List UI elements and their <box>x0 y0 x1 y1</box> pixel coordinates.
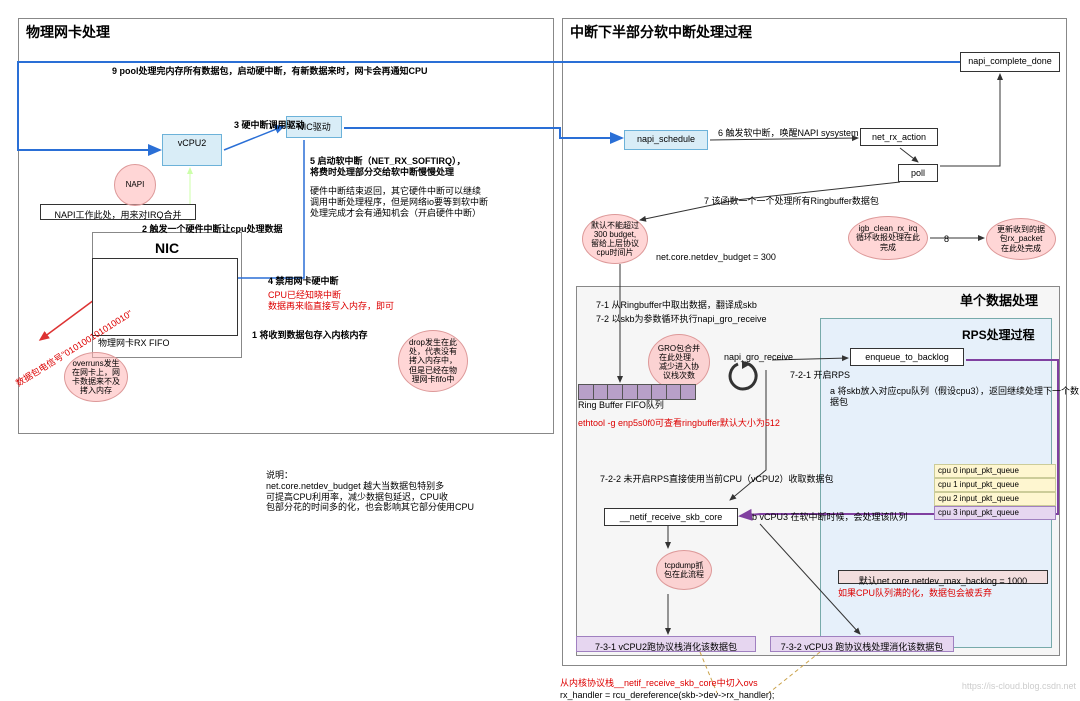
label-l722b: b vCPU3 在软中断时候，会处理该队列 <box>752 512 908 523</box>
label-ovs2: rx_handler = rcu_dereference(skb->dev->r… <box>560 690 774 701</box>
label-leth: ethtool -g enp5s0f0可查看ringbuffer默认大小为512 <box>578 418 780 429</box>
watermark: https://is-cloud.blog.csdn.net <box>962 681 1076 691</box>
title-left: 物理网卡处理 <box>26 22 110 42</box>
bubble-budget: 默认不能超过300 budget,留给上层协议cpu时间片 <box>582 214 648 264</box>
label-l72: 7-2 以skb为参数循环执行napi_gro_receive <box>596 314 767 325</box>
cpu-queue-1: cpu 1 input_pkt_queue <box>934 478 1056 492</box>
label-l722: 7-2-2 未开启RPS直接使用当前CPU（vCPU2）收取数据包 <box>600 474 834 485</box>
label-explain: 说明：net.core.netdev_budget 越大当数据包特别多可提高CP… <box>266 470 476 513</box>
title-right: 中断下半部分软中断处理过程 <box>570 22 752 42</box>
label-l71: 7-1 从Ringbuffer中取出数据，翻译成skb <box>596 300 757 311</box>
box-napiSchedule: napi_schedule <box>624 130 708 150</box>
cycle-icon <box>728 360 760 394</box>
box-v732: 7-3-2 vCPU3 跑协议栈处理消化该数据包 <box>770 636 954 652</box>
bubble-igb: igb_clean_rx_irq循环收报处理在此完成 <box>848 216 928 260</box>
bubble-drop: drop发生在此处，代表没有拷入内存中，但是已经在物理网卡fifo中 <box>398 330 468 392</box>
title-nic: NIC <box>155 240 179 256</box>
box-enqueueBacklog: enqueue_to_backlog <box>850 348 964 366</box>
ring-buffer <box>578 384 696 400</box>
label-lbacklog: 如果CPU队列满的化，数据包会被丢弃 <box>838 588 992 599</box>
cpu-queue-0: cpu 0 input_pkt_queue <box>934 464 1056 478</box>
title-single: 单个数据处理 <box>960 290 1038 309</box>
box-rxfifo: 物理网卡RX FIFO <box>98 338 210 352</box>
box-ringbufLabel: Ring Buffer FIFO队列 <box>578 400 694 414</box>
label-l8: 8 <box>944 234 949 245</box>
label-l4: 4 禁用网卡硬中断 <box>268 276 339 287</box>
bubble-overruns: overruns发生在网卡上，网卡数据来不及拷入内存 <box>64 352 128 402</box>
box-netifReceive: __netif_receive_skb_core <box>604 508 738 526</box>
bubble-tcpdump: tcpdump抓包在此流程 <box>656 550 712 590</box>
label-l2: 2 触发一个硬件中断让cpu处理数据 <box>142 224 283 235</box>
box-napiComplete: napi_complete_done <box>960 52 1060 72</box>
cpu-queue-3: cpu 3 input_pkt_queue <box>934 506 1056 520</box>
box-backlogParam: 默认net.core.netdev_max_backlog = 1000 <box>838 570 1048 584</box>
box-netRxAction: net_rx_action <box>860 128 938 146</box>
label-l1: 1 将收到数据包存入内核内存 <box>252 330 368 341</box>
cpu-queue-2: cpu 2 input_pkt_queue <box>934 492 1056 506</box>
bubble-gro: GRO包合并在此处理，减少进入协议栈次数 <box>648 334 710 390</box>
box-vcpu2: vCPU2 <box>162 134 222 166</box>
box-poll: poll <box>898 164 938 182</box>
label-l3: 3 硬中断调用驱动 <box>234 120 305 131</box>
label-ovs1: 从内核协议栈__netif_receive_skb_core中切入ovs <box>560 678 758 689</box>
title-rps: RPS处理过程 <box>962 326 1035 343</box>
label-l6: 6 触发软中断，唤醒NAPI sysystem <box>718 128 859 139</box>
label-l5b: 硬件中断结束返回，其它硬件中断可以继续调用中断处理程序，但是网络io要等到软中断… <box>310 186 530 218</box>
label-l5: 5 启动软中断（NET_RX_SOFTIRQ），将费时处理部分交给软中断慢慢处理 <box>310 156 530 178</box>
bubble-rxpacket: 更新收到的据包rx_packet在此处完成 <box>986 218 1056 260</box>
box-napiLabel: NAPI工作此处，用来对IRQ合并 <box>40 204 196 220</box>
bubble-napi: NAPI <box>114 164 156 206</box>
label-l9: 9 pool处理完内存所有数据包，启动硬中断，有新数据来时，网卡会再通知CPU <box>112 66 428 77</box>
label-lbudget: net.core.netdev_budget = 300 <box>656 252 776 263</box>
label-l4r: CPU已经知晓中断数据再来临直接写入内存，即可 <box>268 290 394 312</box>
box-v731: 7-3-1 vCPU2跑协议栈消化该数据包 <box>576 636 756 652</box>
label-l721: 7-2-1 开启RPS <box>790 370 850 381</box>
label-l7: 7 该函数一个一个处理所有Ringbuffer数据包 <box>704 196 879 207</box>
label-l721a: a 将skb放入对应cpu队列（假设cpu3），返回继续处理下一个数据包 <box>830 386 1080 408</box>
